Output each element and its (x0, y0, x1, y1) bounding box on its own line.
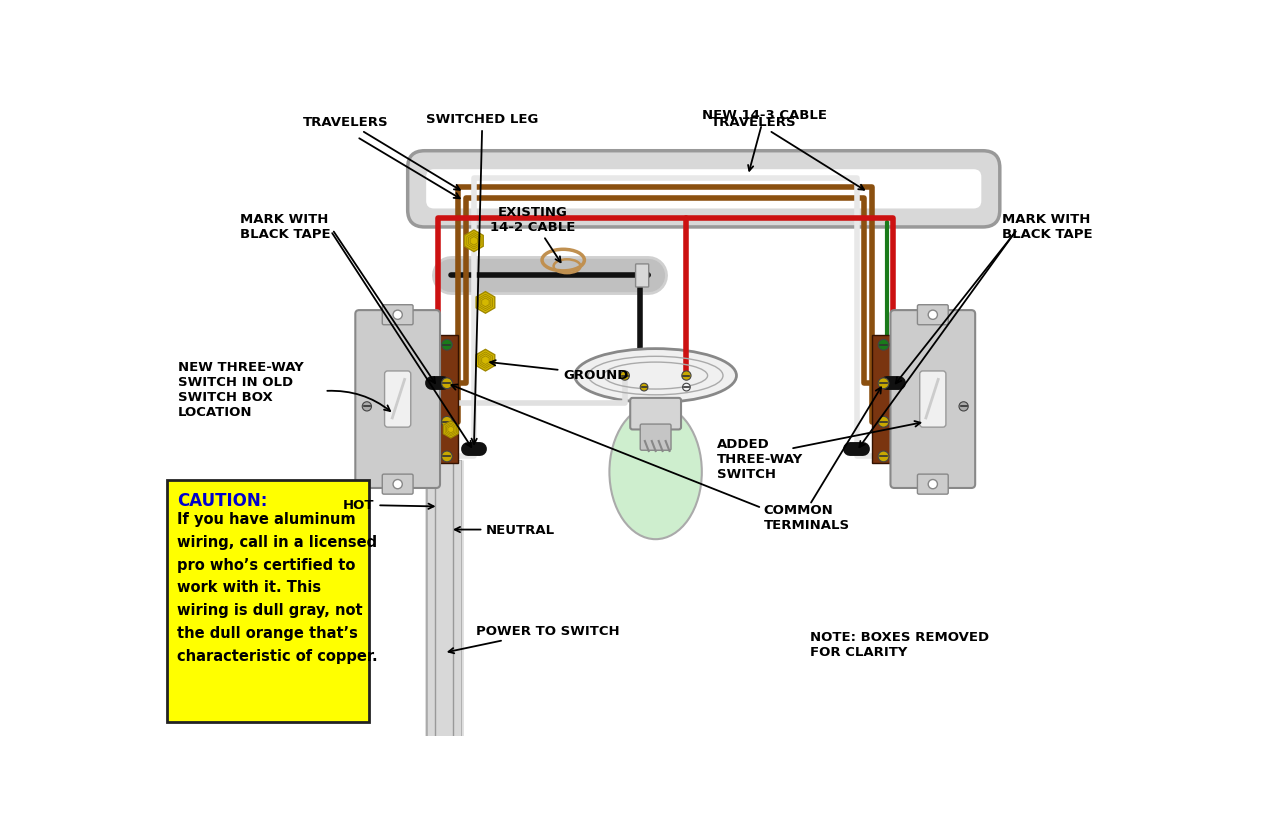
Circle shape (442, 379, 452, 390)
Circle shape (879, 417, 889, 428)
Circle shape (621, 371, 630, 380)
FancyBboxPatch shape (917, 475, 949, 495)
FancyBboxPatch shape (427, 170, 981, 209)
Text: POWER TO SWITCH: POWER TO SWITCH (448, 624, 619, 653)
Circle shape (442, 340, 452, 351)
Circle shape (928, 311, 937, 320)
Text: CAUTION:: CAUTION: (176, 491, 267, 509)
Circle shape (879, 452, 889, 462)
FancyBboxPatch shape (636, 265, 649, 288)
Text: HOT: HOT (344, 499, 434, 512)
FancyBboxPatch shape (167, 480, 369, 722)
Circle shape (879, 379, 889, 390)
Circle shape (442, 417, 452, 428)
FancyBboxPatch shape (407, 151, 1000, 227)
Circle shape (928, 480, 937, 489)
FancyBboxPatch shape (382, 475, 412, 495)
Text: NEW THREE-WAY
SWITCH IN OLD
SWITCH BOX
LOCATION: NEW THREE-WAY SWITCH IN OLD SWITCH BOX L… (179, 361, 304, 418)
Circle shape (393, 311, 402, 320)
FancyBboxPatch shape (872, 335, 895, 464)
Ellipse shape (609, 405, 702, 539)
Circle shape (363, 402, 372, 412)
FancyBboxPatch shape (384, 371, 411, 428)
Circle shape (959, 402, 968, 412)
Circle shape (442, 452, 452, 462)
Circle shape (879, 340, 889, 351)
Text: EXISTING
14-2 CABLE: EXISTING 14-2 CABLE (490, 206, 575, 263)
Text: MARK WITH
BLACK TAPE: MARK WITH BLACK TAPE (1002, 213, 1093, 241)
Circle shape (682, 371, 691, 380)
Text: NOTE: BOXES REMOVED
FOR CLARITY: NOTE: BOXES REMOVED FOR CLARITY (810, 630, 988, 657)
FancyBboxPatch shape (917, 305, 949, 325)
FancyBboxPatch shape (631, 399, 681, 430)
Circle shape (640, 384, 647, 391)
Text: If you have aluminum
wiring, call in a licensed
pro who’s certified to
work with: If you have aluminum wiring, call in a l… (176, 511, 377, 663)
Text: GROUND: GROUND (490, 361, 628, 381)
FancyBboxPatch shape (640, 424, 670, 451)
Text: MARK WITH
BLACK TAPE: MARK WITH BLACK TAPE (240, 213, 331, 241)
Text: NEUTRAL: NEUTRAL (455, 523, 555, 537)
Text: TRAVELERS: TRAVELERS (711, 116, 865, 190)
FancyBboxPatch shape (919, 371, 946, 428)
FancyBboxPatch shape (382, 305, 412, 325)
Text: ADDED
THREE-WAY
SWITCH: ADDED THREE-WAY SWITCH (718, 437, 803, 480)
Ellipse shape (575, 349, 737, 403)
FancyBboxPatch shape (355, 311, 441, 489)
Circle shape (683, 384, 691, 391)
Text: TRAVELERS: TRAVELERS (303, 116, 460, 190)
Text: NEW 14-3 CABLE: NEW 14-3 CABLE (702, 109, 826, 171)
FancyBboxPatch shape (435, 335, 458, 464)
FancyBboxPatch shape (890, 311, 976, 489)
Text: SWITCHED LEG: SWITCHED LEG (427, 113, 539, 444)
Text: COMMON
TERMINALS: COMMON TERMINALS (764, 503, 849, 531)
Circle shape (393, 480, 402, 489)
